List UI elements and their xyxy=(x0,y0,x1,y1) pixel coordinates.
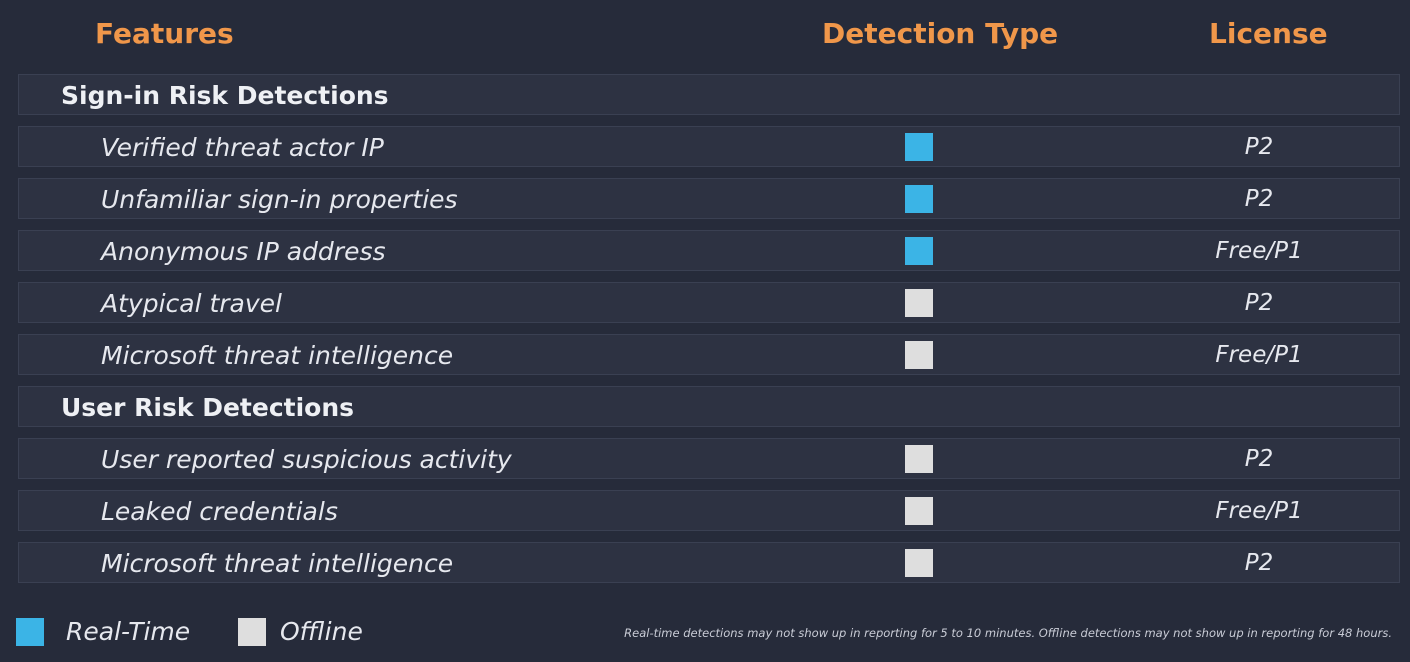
table-row: Anonymous IP address Free/P1 xyxy=(18,230,1400,271)
table-row: Leaked credentials Free/P1 xyxy=(18,490,1400,531)
table-row: User reported suspicious activity P2 xyxy=(18,438,1400,479)
feature-label: Unfamiliar sign-in properties xyxy=(101,185,458,214)
header-license: License xyxy=(1209,17,1328,50)
license-value: Free/P1 xyxy=(1215,498,1303,524)
table-row: Microsoft threat intelligence P2 xyxy=(18,542,1400,583)
footnote: Real-time detections may not show up in … xyxy=(624,626,1392,640)
offline-square-icon xyxy=(905,549,933,577)
section-row: Sign-in Risk Detections xyxy=(18,74,1400,115)
offline-square-icon xyxy=(905,497,933,525)
realtime-square-icon xyxy=(905,237,933,265)
table-row: Atypical travel P2 xyxy=(18,282,1400,323)
section-title: Sign-in Risk Detections xyxy=(61,81,389,110)
offline-square-icon xyxy=(905,445,933,473)
feature-label: Microsoft threat intelligence xyxy=(101,341,454,370)
license-value: Free/P1 xyxy=(1215,342,1303,368)
section-row: User Risk Detections xyxy=(18,386,1400,427)
table-row: Verified threat actor IP P2 xyxy=(18,126,1400,167)
realtime-square-icon xyxy=(905,185,933,213)
offline-legend-label: Offline xyxy=(280,617,363,646)
offline-square-icon xyxy=(905,341,933,369)
header-detection-type: Detection Type xyxy=(822,17,1059,50)
license-value: Free/P1 xyxy=(1215,238,1303,264)
table-row: Microsoft threat intelligence Free/P1 xyxy=(18,334,1400,375)
offline-legend-swatch xyxy=(238,618,266,646)
feature-label: Microsoft threat intelligence xyxy=(101,549,454,578)
feature-label: Leaked credentials xyxy=(101,497,338,526)
realtime-legend-swatch xyxy=(16,618,44,646)
table-row: Unfamiliar sign-in properties P2 xyxy=(18,178,1400,219)
license-value: P2 xyxy=(1244,134,1274,160)
license-value: P2 xyxy=(1244,290,1274,316)
license-value: P2 xyxy=(1244,186,1274,212)
license-value: P2 xyxy=(1244,550,1274,576)
offline-square-icon xyxy=(905,289,933,317)
feature-label: Verified threat actor IP xyxy=(101,133,384,162)
feature-label: User reported suspicious activity xyxy=(101,445,512,474)
section-title: User Risk Detections xyxy=(61,393,355,422)
feature-label: Atypical travel xyxy=(101,289,282,318)
license-value: P2 xyxy=(1244,446,1274,472)
feature-label: Anonymous IP address xyxy=(101,237,386,266)
realtime-legend-label: Real-Time xyxy=(66,617,191,646)
realtime-square-icon xyxy=(905,133,933,161)
header-features: Features xyxy=(95,17,234,50)
